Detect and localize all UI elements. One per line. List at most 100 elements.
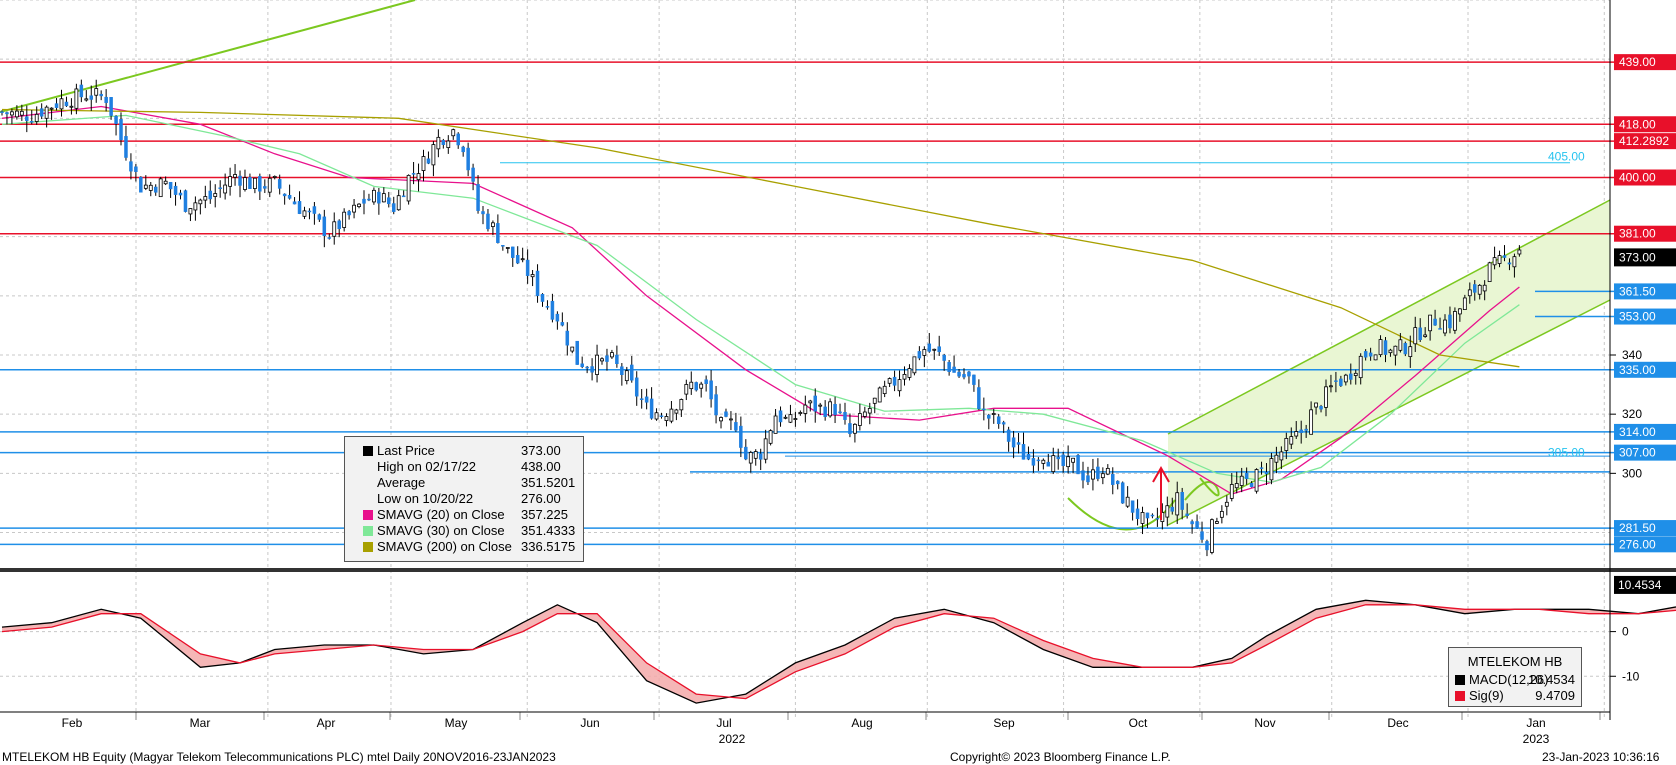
legend-label: Last Price [377,443,435,458]
legend-label: SMAVG (30) on Close [377,523,505,538]
candle-body [654,412,659,420]
candle-body [1234,483,1239,489]
candle-body [862,411,867,417]
legend-row: SMAVG (200) on Close 336.5175 [345,539,583,555]
candle-body [709,380,713,400]
candle-body [416,173,421,181]
candle-body [684,384,689,395]
candle-body [1100,473,1105,479]
candle-body [406,174,411,202]
rounding-cup [1184,477,1220,501]
candle-body [1190,521,1194,525]
candle-body [139,176,143,193]
candle-body [739,425,743,448]
candle-body [550,300,555,320]
candle-body [119,119,123,141]
candle-body [491,222,495,227]
candle-body [1001,422,1006,425]
candle-body [848,423,852,434]
candle-body [39,108,44,117]
candle-body [426,158,431,164]
candle-body [605,355,609,362]
candle-body [1492,257,1497,266]
x-month-label: Feb [62,716,83,730]
candle-body [1165,505,1170,518]
candle-body [669,408,674,422]
candle-body [1086,475,1090,483]
candle-body [49,107,54,110]
candle-body [129,161,133,172]
candle-body [456,133,460,146]
legend-swatch [363,510,373,520]
legend-value: 276.00 [521,491,561,506]
candle-body [1096,466,1100,479]
candle-body [69,105,74,108]
channel-fill [1168,200,1610,525]
candle-body [1269,458,1274,481]
level-tag [1614,423,1676,440]
candle-body [634,377,639,397]
candle-body [798,412,803,414]
candle-body [1091,469,1095,480]
candle-body [327,237,332,239]
level-tag-label: 381.00 [1619,227,1656,241]
candle-body [1428,314,1433,332]
candle-body [803,404,808,414]
candle-body [664,416,669,421]
candle-body [99,93,103,97]
candle-body [877,387,882,403]
candle-body [1076,454,1080,475]
candle-body [838,411,842,414]
candle-body [1274,454,1279,463]
candle-body [724,411,728,417]
candle-body [1185,513,1189,516]
candle-body [639,398,644,401]
candle-body [540,293,545,302]
candle-body [793,418,798,420]
x-month-label: Apr [317,716,336,730]
candle-body [357,203,361,208]
candle-body [1334,380,1338,382]
candle-body [853,423,857,434]
candle-body [411,173,416,175]
candle-body [624,370,629,382]
candle-body [778,410,783,423]
candle-body [818,404,823,407]
candle-body [1388,349,1393,354]
legend-row: Average 351.5201 [345,475,583,491]
candle-body [486,213,490,230]
channel-upper [1167,199,1611,435]
candle-body [734,422,738,431]
candle-body [768,430,773,444]
candle-body [1517,249,1522,255]
candle-body [297,201,302,214]
candle-body [957,371,961,377]
candle-body [555,313,560,322]
candle-body [1324,386,1328,408]
candle-body [1210,519,1214,553]
candle-body [1224,501,1229,507]
candle-body [367,198,371,201]
candle-body [59,98,64,110]
candle-body [1319,406,1323,410]
candle-body [124,136,128,158]
candle-body [1120,482,1125,504]
candle-body [1081,470,1085,481]
macd-last-tag-label: 10.4534 [1618,578,1662,592]
candle-body [833,403,837,415]
candle-body [1214,521,1219,524]
candle-body [1363,351,1368,358]
candle-body [1512,256,1517,268]
candle-body [381,193,386,203]
candle-body [337,220,341,230]
candle-body [203,196,208,201]
candle-body [431,144,436,166]
candle-body [1467,289,1472,297]
candle-body [991,413,996,415]
level-tag-label: 335.00 [1619,363,1656,377]
candle-body [1021,444,1026,460]
level-tag [1614,169,1676,186]
candle-body [1343,374,1348,383]
candle-body [1051,455,1056,472]
x-month-label: May [445,716,468,730]
